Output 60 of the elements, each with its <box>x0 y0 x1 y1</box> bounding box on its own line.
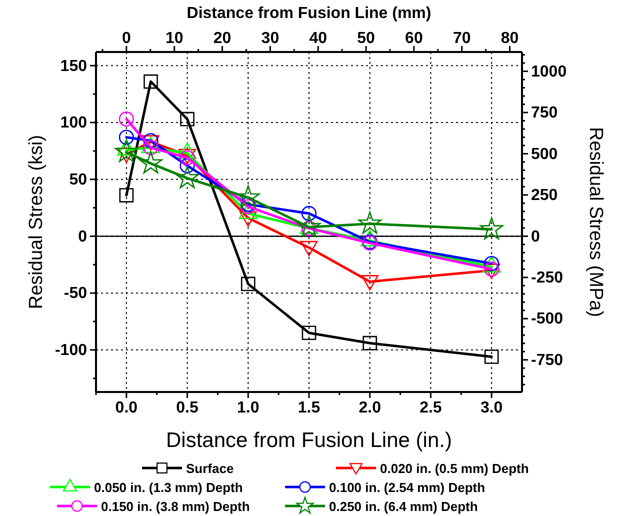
point <box>144 74 158 89</box>
legend-label: 0.050 in. (1.3 mm) Depth <box>94 480 243 495</box>
x2-tick-label: 20 <box>213 30 232 47</box>
y-tick-label: 50 <box>69 171 88 188</box>
point <box>118 112 134 127</box>
y2-tick-label: 250 <box>531 187 558 204</box>
point <box>297 214 321 238</box>
y2-tick-label: -500 <box>531 310 564 328</box>
point <box>176 166 199 188</box>
point <box>114 140 138 162</box>
point <box>118 130 134 145</box>
x2-tick-label: 60 <box>405 30 423 47</box>
legend-label: 0.020 in. (0.5 mm) Depth <box>380 461 529 476</box>
point <box>361 275 379 290</box>
y-tick-label: -50 <box>64 285 88 302</box>
point <box>362 336 378 350</box>
y2-tick-label: -250 <box>531 270 564 287</box>
legend-label: 0.100 in. (2.54 mm) Depth <box>329 480 486 495</box>
point <box>300 240 318 256</box>
legend-label: 0.250 in. (6.4 mm) Depth <box>329 499 478 514</box>
x2-tick-label: 80 <box>500 30 519 47</box>
point <box>240 276 256 292</box>
point <box>302 326 316 340</box>
point <box>480 217 504 240</box>
y2-tick-label: -750 <box>531 352 564 369</box>
x-tick-label: 1.5 <box>298 399 320 416</box>
x2-tick-label: 70 <box>452 30 471 47</box>
x-tick-label: 0.5 <box>176 399 199 416</box>
text: 0.0 <box>115 399 138 416</box>
x-tick-label: 2.5 <box>420 399 442 416</box>
y-axis-title: Residual Stress (ksi) <box>26 134 47 310</box>
x2-tick-label: 40 <box>309 30 328 47</box>
point <box>301 206 317 222</box>
y2-axis-title: Residual Stress (MPa) <box>585 126 606 318</box>
legend-label: 0.150 in. (3.8 mm) Depth <box>101 499 250 514</box>
point <box>139 151 162 174</box>
y-tick-label: 0 <box>78 228 88 246</box>
y2-tick-label: 750 <box>531 104 558 122</box>
x2-tick-label: 10 <box>165 30 184 47</box>
y2-tick-label: 1000 <box>531 63 567 80</box>
x-axis-title: Distance from Fusion Line (in.) <box>166 429 452 452</box>
point <box>358 211 382 234</box>
y2-tick-label: 500 <box>531 146 558 163</box>
point <box>119 188 134 202</box>
point <box>484 350 499 364</box>
point <box>236 185 260 208</box>
x2-tick-label: 50 <box>357 30 376 47</box>
x-tick-label: 1.0 <box>237 399 260 416</box>
point <box>239 211 257 227</box>
x-tick-label: 2.0 <box>358 399 382 416</box>
y-tick-label: 150 <box>60 58 88 75</box>
x2-tick-label: 30 <box>261 30 280 47</box>
x-tick-label: 3.0 <box>480 399 503 416</box>
y-tick-label: 100 <box>60 114 88 132</box>
point <box>180 112 194 126</box>
x2-tick-label: 0 <box>122 30 131 47</box>
y-tick-label: -100 <box>54 342 88 360</box>
y2-tick-label: 0 <box>531 228 540 246</box>
x2-axis-title: Distance from Fusion Line (mm) <box>186 5 432 22</box>
legend-label: Surface <box>186 461 234 476</box>
